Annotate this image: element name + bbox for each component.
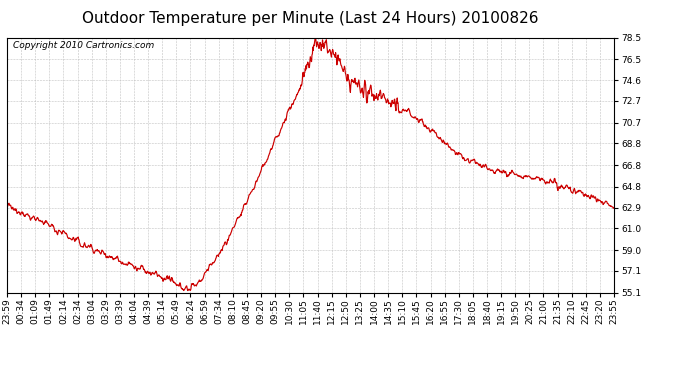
Text: Outdoor Temperature per Minute (Last 24 Hours) 20100826: Outdoor Temperature per Minute (Last 24 …: [82, 11, 539, 26]
Text: Copyright 2010 Cartronics.com: Copyright 2010 Cartronics.com: [13, 41, 155, 50]
